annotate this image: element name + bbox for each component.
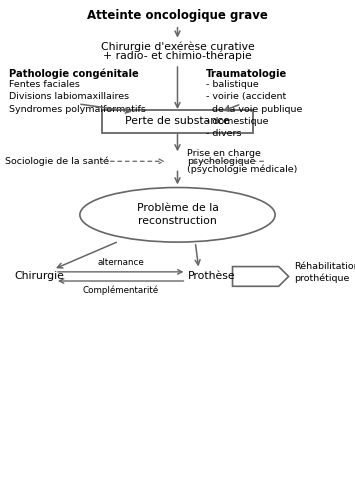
Text: Prise en charge: Prise en charge: [187, 149, 261, 158]
Text: Pathologie congénitale: Pathologie congénitale: [9, 69, 138, 79]
Text: alternance: alternance: [97, 258, 144, 267]
Text: Chirurgie: Chirurgie: [14, 272, 64, 282]
Text: Atteinte oncologique grave: Atteinte oncologique grave: [87, 9, 268, 22]
FancyBboxPatch shape: [102, 110, 253, 133]
Text: Prothèse: Prothèse: [188, 272, 236, 282]
Text: Réhabilitation
prothétique: Réhabilitation prothétique: [294, 262, 355, 282]
Text: Fentes faciales
Divisions labiomaxillaires
Syndromes polymalformatifs: Fentes faciales Divisions labiomaxillair…: [9, 80, 146, 113]
Text: - balistique
- voirie (accident
  de la voie publique
- domestique
- divers: - balistique - voirie (accident de la vo…: [206, 80, 302, 138]
Text: (psychologie médicale): (psychologie médicale): [187, 165, 298, 175]
Text: Chirurgie d'exérèse curative: Chirurgie d'exérèse curative: [100, 41, 255, 52]
Text: Problème de la
reconstruction: Problème de la reconstruction: [137, 203, 218, 226]
Polygon shape: [233, 267, 289, 286]
Text: + radio- et chimio-thérapie: + radio- et chimio-thérapie: [103, 50, 252, 61]
Text: Perte de substance: Perte de substance: [125, 116, 230, 127]
Text: psychologique: psychologique: [187, 157, 256, 166]
Text: Traumatologie: Traumatologie: [206, 69, 287, 79]
Ellipse shape: [80, 187, 275, 242]
Text: Complémentarité: Complémentarité: [83, 285, 159, 295]
Text: Sociologie de la santé: Sociologie de la santé: [5, 157, 109, 166]
